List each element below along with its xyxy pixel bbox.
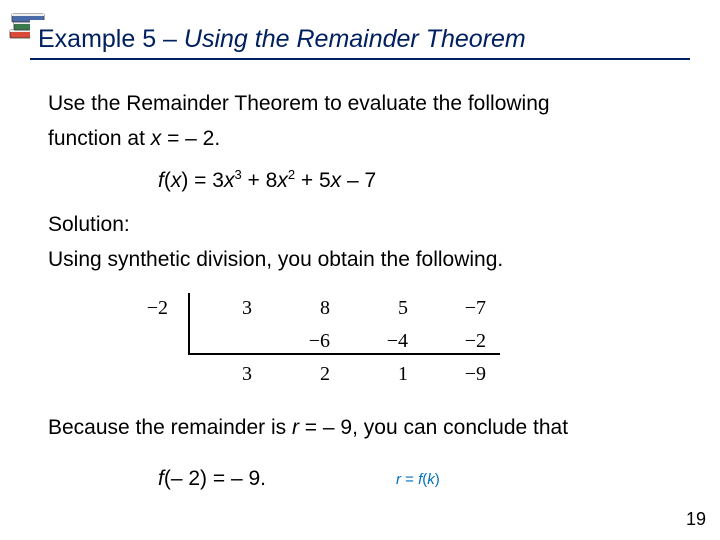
remainder-note: r = f(k) [396, 471, 440, 488]
syn-divisor: −2 [130, 293, 186, 324]
answer-row: f(– 2) = – 9. r = f(k) [48, 467, 672, 491]
solution-label: Solution: [48, 211, 672, 238]
solution-text: Using synthetic division, you obtain the… [48, 246, 672, 273]
table-row: −2 3 8 5 −7 [130, 293, 498, 324]
title-main: Using the Remainder Theorem [184, 25, 526, 53]
table-row: 3 2 1 −9 [130, 359, 498, 390]
title-bar: Example 5 – Using the Remainder Theorem [30, 20, 690, 60]
synthetic-division: −2 3 8 5 −7 −6 −4 −2 3 2 1 −9 [128, 291, 528, 392]
syn-horizontal-line [188, 353, 500, 355]
syn-vertical-line [188, 293, 190, 355]
title-prefix: Example 5 – [38, 25, 184, 53]
function-formula: f(x) = 3x3 + 8x2 + 5x – 7 [158, 167, 672, 193]
intro-line-1: Use the Remainder Theorem to evaluate th… [48, 90, 672, 117]
answer-value: f(– 2) = – 9. [158, 467, 266, 491]
slide-title: Example 5 – Using the Remainder Theorem [38, 25, 526, 54]
syn-table: −2 3 8 5 −7 −6 −4 −2 3 2 1 −9 [128, 291, 500, 392]
page-number: 19 [686, 509, 706, 530]
conclusion-text: Because the remainder is r = – 9, you ca… [48, 414, 672, 441]
intro-line-2: function at x = – 2. [48, 125, 672, 152]
content-area: Use the Remainder Theorem to evaluate th… [48, 90, 672, 491]
